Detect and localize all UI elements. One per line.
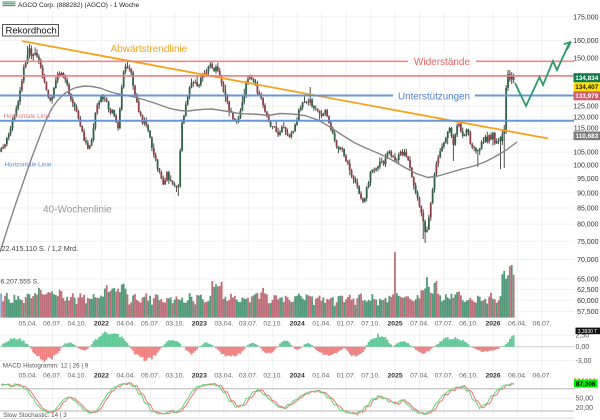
svg-text:2022: 2022 [94,373,109,380]
svg-text:01.07.: 01.07. [337,320,356,327]
svg-text:03.07.: 03.07. [239,320,258,327]
svg-text:2025: 2025 [388,320,403,327]
svg-text:03.10.: 03.10. [165,320,184,327]
svg-text:105,000: 105,000 [573,150,598,157]
svg-text:85,000: 85,000 [577,206,599,213]
svg-text:22.415.110 S. / 1,2 Mrd.: 22.415.110 S. / 1,2 Mrd. [2,244,79,253]
svg-text:80,000: 80,000 [577,222,599,229]
svg-text:06.07.: 06.07. [43,373,62,380]
svg-text:05.04.: 05.04. [19,373,38,380]
svg-text:2026: 2026 [485,373,500,380]
svg-text:06.10.: 06.10. [459,373,478,380]
svg-text:160,000: 160,000 [573,38,598,45]
svg-text:95,000: 95,000 [577,176,599,183]
svg-text:Rekordhoch: Rekordhoch [6,25,57,36]
svg-text:-3,00: -3,00 [576,358,592,365]
svg-text:05.07.: 05.07. [141,320,160,327]
svg-text:07.04.: 07.04. [410,320,429,327]
svg-text:06.07.: 06.07. [533,373,552,380]
svg-text:Slow Stochastic: 14 | 3: Slow Stochastic: 14 | 3 [3,412,67,419]
svg-text:04.04.: 04.04. [116,320,135,327]
svg-text:05.04.: 05.04. [19,320,38,327]
svg-text:175,000: 175,000 [573,15,598,22]
svg-text:70,000: 70,000 [577,257,599,264]
svg-text:07.10.: 07.10. [361,320,380,327]
svg-text:125,000: 125,000 [573,104,598,111]
svg-text:134,407: 134,407 [575,84,599,91]
svg-text:06.04.: 06.04. [508,320,527,327]
svg-text:07.07.: 07.07. [435,320,454,327]
svg-text:134,834: 134,834 [575,75,599,82]
svg-text:60,000: 60,000 [577,298,599,305]
svg-text:03.10.: 03.10. [165,373,184,380]
svg-text:50,00: 50,00 [576,396,594,403]
svg-text:120,000: 120,000 [573,114,598,121]
svg-text:6.207.555 S.: 6.207.555 S. [1,278,40,285]
svg-text:65,000: 65,000 [577,277,599,284]
svg-text:Widerstände: Widerstände [414,57,471,68]
svg-text:62,500: 62,500 [577,287,599,294]
svg-text:90,000: 90,000 [577,191,599,198]
svg-text:01.04.: 01.04. [312,320,331,327]
svg-text:100,000: 100,000 [573,163,598,170]
svg-text:2023: 2023 [192,373,207,380]
svg-text:04.04.: 04.04. [116,373,135,380]
svg-text:2026: 2026 [485,320,500,327]
svg-text:01.04.: 01.04. [312,373,331,380]
svg-text:AGCO Corp. (888282) (AGCO) - 1: AGCO Corp. (888282) (AGCO) - 1 Woche [18,2,140,9]
svg-text:115,000: 115,000 [574,126,599,133]
svg-text:3,3930 T: 3,3930 T [578,329,598,335]
svg-text:0,00: 0,00 [576,344,590,351]
svg-text:2024: 2024 [290,320,305,327]
svg-text:03.04.: 03.04. [214,373,233,380]
svg-text:40-Wochenlinie: 40-Wochenlinie [43,205,112,216]
svg-text:2023: 2023 [192,320,207,327]
svg-text:133,979: 133,979 [575,93,599,100]
svg-text:04.10.: 04.10. [68,373,87,380]
svg-text:MACD Histogramm: 12 | 26 | 9: MACD Histogramm: 12 | 26 | 9 [3,362,89,369]
svg-text:06.10.: 06.10. [459,320,478,327]
svg-text:Abwärtstrendlinie: Abwärtstrendlinie [111,44,188,55]
svg-text:07.10.: 07.10. [361,373,380,380]
svg-text:03.07.: 03.07. [239,373,258,380]
svg-text:57,500: 57,500 [577,309,599,316]
svg-text:07.04.: 07.04. [410,373,429,380]
svg-text:2,50: 2,50 [576,333,590,340]
svg-text:03.04.: 03.04. [214,320,233,327]
svg-text:07.07.: 07.07. [435,373,454,380]
svg-text:20,00: 20,00 [576,405,594,412]
svg-text:2024: 2024 [290,373,305,380]
svg-text:01.07.: 01.07. [337,373,356,380]
svg-text:Horizontale Linie: Horizontale Linie [5,161,52,168]
svg-text:87,306: 87,306 [576,381,596,388]
svg-text:110,683: 110,683 [576,133,599,140]
svg-text:06.07.: 06.07. [43,320,62,327]
svg-text:05.07.: 05.07. [141,373,160,380]
svg-text:2022: 2022 [94,320,109,327]
svg-text:150,000: 150,000 [573,55,598,62]
svg-text:04.10.: 04.10. [68,320,87,327]
svg-text:75,000: 75,000 [577,239,599,246]
svg-text:Horizontale Linie: Horizontale Linie [4,113,51,120]
svg-text:02.10.: 02.10. [263,320,282,327]
svg-text:06.07.: 06.07. [533,320,552,327]
svg-text:06.04.: 06.04. [508,373,527,380]
svg-text:2025: 2025 [388,373,403,380]
svg-text:02.10.: 02.10. [263,373,282,380]
svg-text:Unterstützungen: Unterstützungen [398,91,470,102]
